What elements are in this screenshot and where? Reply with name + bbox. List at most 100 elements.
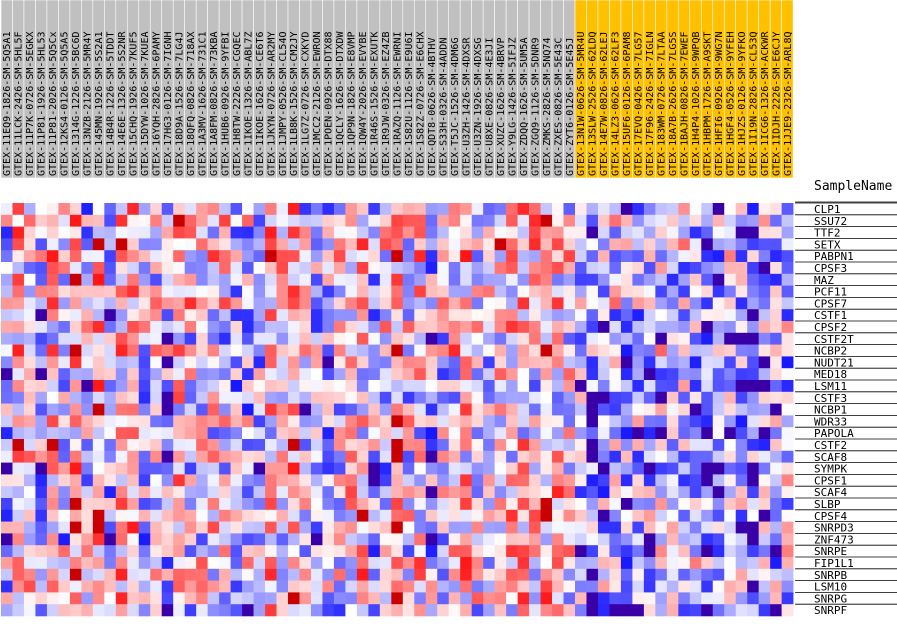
- heatmap-cell: [747, 604, 759, 617]
- heatmap-cell: [345, 509, 358, 522]
- heatmap-cell: [265, 450, 277, 463]
- heatmap-cell: [609, 462, 622, 475]
- heatmap-cell: [483, 321, 495, 334]
- heatmap-cell: [701, 557, 714, 570]
- heatmap-cell: [517, 474, 530, 487]
- heatmap-cell: [161, 592, 174, 605]
- heatmap-cell: [92, 238, 105, 251]
- heatmap-cell: [322, 285, 335, 298]
- heatmap-cell: [609, 533, 622, 546]
- heatmap-cell: [402, 486, 415, 499]
- heatmap-cell: [207, 238, 220, 251]
- heatmap-cell: [46, 580, 59, 593]
- heatmap-cell: [69, 368, 82, 381]
- heatmap-cell: [586, 533, 599, 546]
- heatmap-cell: [23, 533, 36, 546]
- heatmap-cell: [345, 309, 358, 322]
- heatmap-cell: [770, 521, 782, 534]
- heatmap-cell: [345, 344, 358, 357]
- heatmap-cell: [161, 238, 174, 251]
- heatmap-cell: [643, 462, 656, 475]
- heatmap-cell: [46, 557, 59, 570]
- heatmap-cell: [735, 391, 748, 404]
- heatmap-cell: [150, 604, 163, 617]
- heatmap-cell: [173, 557, 185, 570]
- heatmap-cell: [460, 321, 472, 334]
- heatmap-cell: [575, 450, 587, 463]
- heatmap-cell: [747, 474, 759, 487]
- heatmap-cell: [265, 391, 277, 404]
- heatmap-cell: [632, 450, 645, 463]
- heatmap-cell: [333, 380, 346, 393]
- heatmap-cell: [150, 462, 163, 475]
- heatmap-cell: [276, 262, 289, 275]
- heatmap-cell: [104, 250, 117, 263]
- heatmap-cell: [609, 273, 622, 286]
- heatmap-cell: [1, 403, 13, 416]
- heatmap-cell: [414, 580, 427, 593]
- heatmap-cell: [69, 285, 82, 298]
- heatmap-cell: [770, 214, 782, 227]
- heatmap-cell: [712, 592, 725, 605]
- row-label: MAZ: [814, 274, 834, 287]
- heatmap-cell: [1, 250, 13, 263]
- heatmap-cell: [609, 214, 622, 227]
- heatmap-cell: [276, 297, 289, 310]
- heatmap-cell: [1, 521, 13, 534]
- heatmap-cell: [115, 474, 128, 487]
- heatmap-cell: [620, 273, 633, 286]
- heatmap-cell: [345, 568, 358, 581]
- heatmap-cell: [322, 533, 335, 546]
- heatmap-cell: [391, 604, 404, 617]
- heatmap-cell: [391, 439, 404, 452]
- heatmap-cell: [1, 297, 13, 310]
- heatmap-cell: [632, 427, 645, 440]
- heatmap-cell: [356, 203, 369, 216]
- heatmap-cell: [609, 521, 622, 534]
- heatmap-cell: [173, 203, 185, 216]
- heatmap-cell: [506, 262, 518, 275]
- heatmap-cell: [253, 403, 266, 416]
- heatmap-cell: [242, 344, 254, 357]
- heatmap-cell: [46, 498, 59, 511]
- heatmap-cell: [620, 427, 633, 440]
- heatmap-cell: [620, 568, 633, 581]
- heatmap-cell: [402, 203, 415, 216]
- heatmap-cells: [1, 203, 794, 617]
- heatmap-cell: [265, 462, 277, 475]
- heatmap-cell: [322, 427, 335, 440]
- heatmap-cell: [322, 262, 335, 275]
- heatmap-cell: [425, 557, 438, 570]
- column-label: GTEX-1QW4Y-2026-SM-EVYBE: [358, 32, 369, 177]
- heatmap-cell: [620, 498, 633, 511]
- heatmap-cell: [322, 368, 335, 381]
- heatmap-cell: [310, 533, 323, 546]
- heatmap-cell: [115, 356, 128, 369]
- heatmap-cell: [689, 509, 702, 522]
- heatmap-cell: [563, 273, 576, 286]
- heatmap-cell: [115, 545, 128, 558]
- heatmap-cell: [758, 332, 771, 345]
- heatmap-cell: [81, 592, 94, 605]
- heatmap-cell: [609, 238, 622, 251]
- heatmap-cell: [184, 450, 197, 463]
- heatmap-cell: [414, 545, 427, 558]
- heatmap-cell: [81, 486, 94, 499]
- heatmap-cell: [207, 226, 220, 239]
- heatmap-cell: [701, 250, 714, 263]
- heatmap-cell: [552, 250, 564, 263]
- heatmap-cell: [448, 474, 461, 487]
- heatmap-cell: [46, 486, 59, 499]
- heatmap-cell: [127, 391, 140, 404]
- heatmap-cell: [276, 332, 289, 345]
- heatmap-cell: [414, 262, 427, 275]
- heatmap-cell: [276, 415, 289, 428]
- heatmap-cell: [540, 592, 553, 605]
- heatmap-cell: [655, 450, 668, 463]
- heatmap-cell: [414, 297, 427, 310]
- heatmap-cell: [207, 580, 220, 593]
- heatmap-cell: [219, 439, 231, 452]
- heatmap-cell: [678, 273, 691, 286]
- heatmap-cell: [643, 391, 656, 404]
- heatmap-cell: [689, 415, 702, 428]
